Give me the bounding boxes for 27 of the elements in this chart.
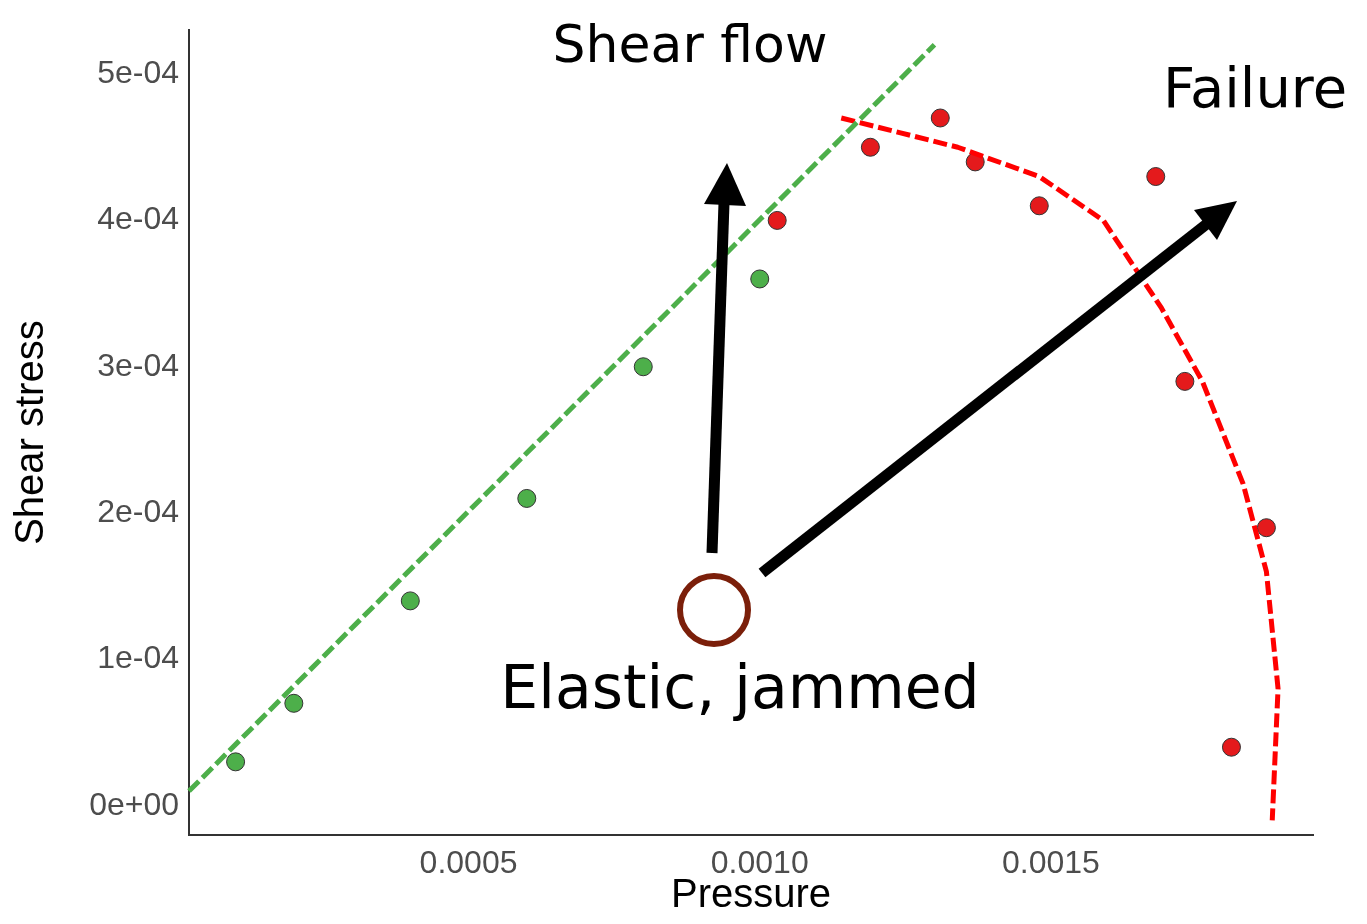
point bbox=[1221, 737, 1241, 757]
x-tick-label: 0.0005 bbox=[419, 844, 518, 881]
point bbox=[1146, 167, 1166, 187]
x-tick-label: 0.0010 bbox=[710, 844, 809, 881]
point bbox=[930, 108, 950, 128]
point bbox=[1175, 371, 1195, 391]
point bbox=[633, 357, 653, 377]
point bbox=[767, 210, 787, 230]
y-tick-label: 2e-04 bbox=[97, 492, 179, 529]
annotation: Shear flow bbox=[552, 13, 828, 74]
y-tick-label: 4e-04 bbox=[97, 200, 179, 237]
point bbox=[400, 591, 420, 611]
point bbox=[284, 693, 304, 713]
annotation: Elastic, jammed bbox=[500, 651, 980, 722]
annotation: Failure bbox=[1162, 54, 1348, 120]
y-tick-label: 0e+00 bbox=[89, 785, 179, 822]
y-axis-title: Shear stress bbox=[7, 320, 52, 545]
y-tick-label: 5e-04 bbox=[97, 53, 179, 90]
x-tick-label: 0.0015 bbox=[1001, 844, 1100, 881]
point bbox=[860, 137, 880, 157]
y-tick-label: 3e-04 bbox=[97, 346, 179, 383]
y-tick-label: 1e-04 bbox=[97, 639, 179, 676]
point bbox=[1029, 196, 1049, 216]
point bbox=[517, 488, 537, 508]
point bbox=[226, 752, 246, 772]
point bbox=[750, 269, 770, 289]
point bbox=[1256, 518, 1276, 538]
